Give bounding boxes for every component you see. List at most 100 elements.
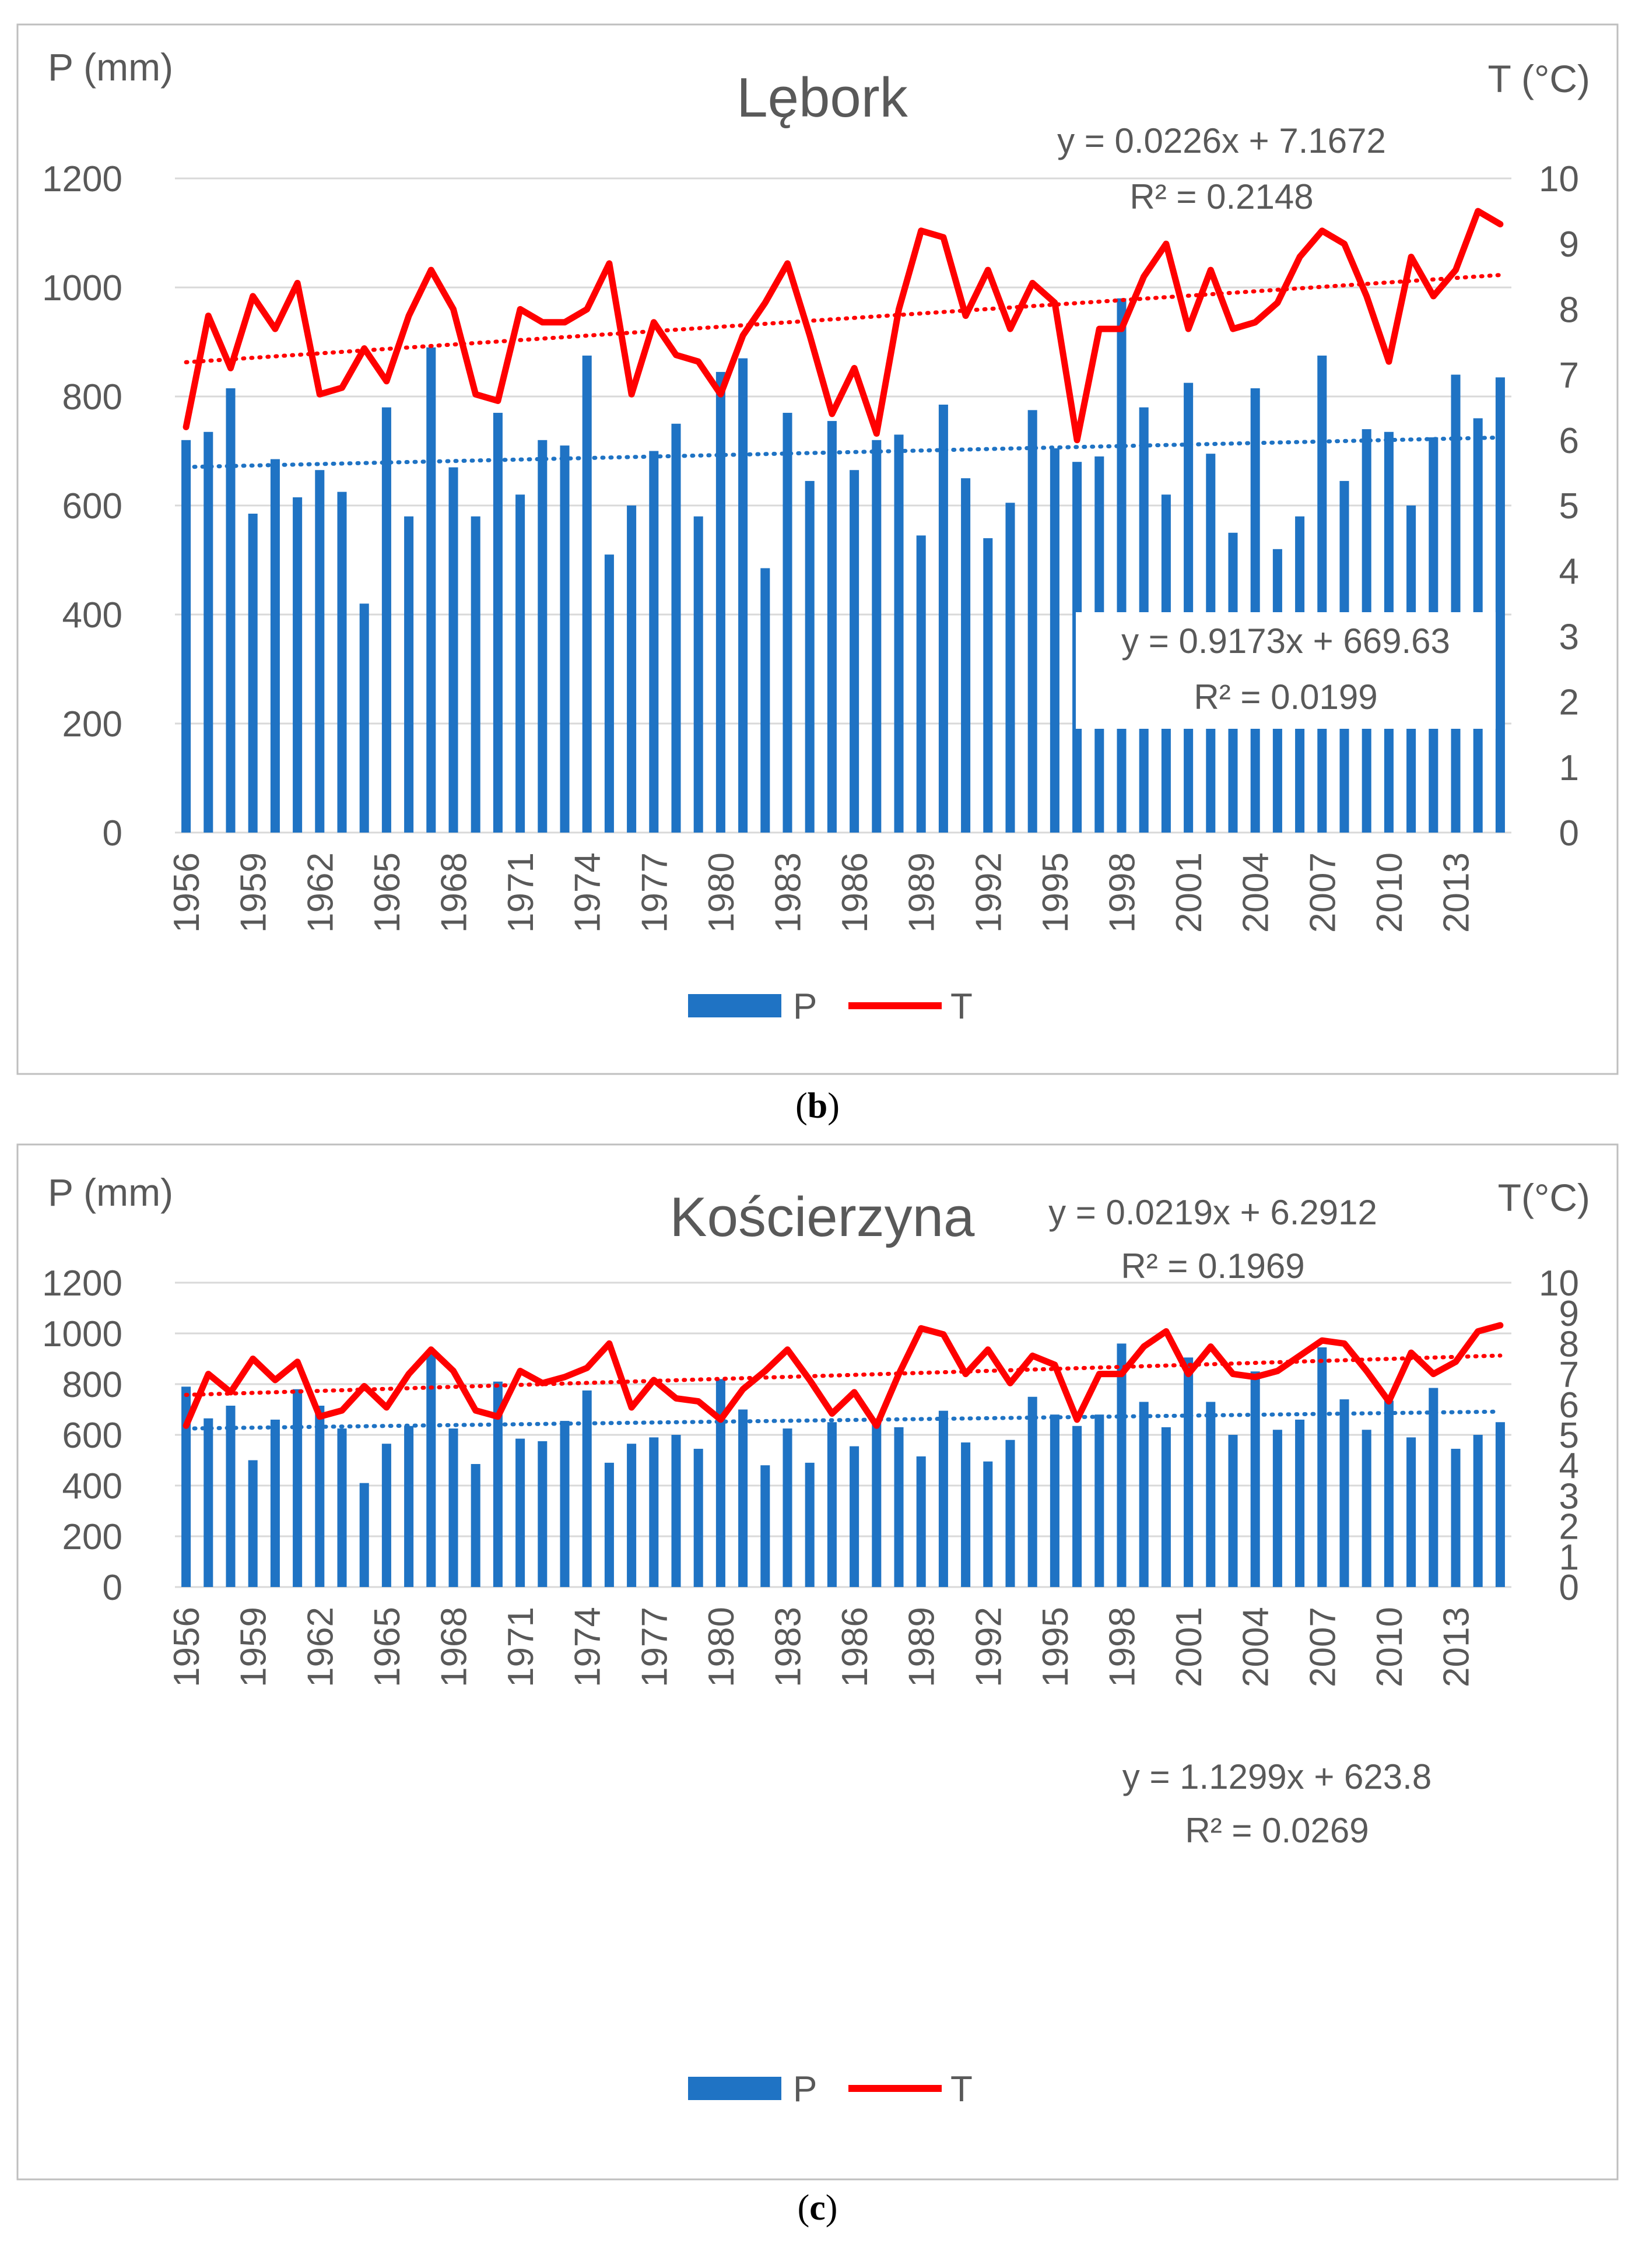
chart1-ylabel-right: T (°C) (1488, 57, 1590, 100)
chart2-xtick: 1983 (769, 1607, 809, 1687)
chart2-ytick-right: 7 (1559, 1355, 1579, 1395)
chart2-ytick-right: 1 (1559, 1537, 1579, 1578)
caption-b-open: ( (795, 1086, 808, 1126)
chart2-ylabel-left: P (mm) (48, 1171, 173, 1214)
chart1-bar-P (938, 405, 948, 833)
chart2-bar-P (560, 1421, 570, 1587)
chart2-bar-P (961, 1442, 971, 1587)
chart1-bar-P (359, 603, 369, 833)
chart2-bar-P (1094, 1414, 1104, 1587)
chart2-ytick-right: 6 (1559, 1385, 1579, 1426)
chart1-xtick: 1983 (769, 852, 809, 933)
chart1-ytick-left: 1000 (42, 268, 122, 308)
chart2-xtick: 1974 (568, 1607, 608, 1687)
chart2-xtick: 1977 (634, 1607, 675, 1687)
chart2-ytick-left: 400 (62, 1466, 122, 1507)
chart2-bar-P (493, 1381, 503, 1587)
chart1-xtick: 1986 (835, 852, 875, 933)
chart1-ytick-left: 800 (62, 377, 122, 417)
chart2-xtick: 1986 (835, 1607, 875, 1687)
caption-b-letter: b (807, 1086, 828, 1126)
chart1-bar-P (248, 514, 258, 833)
chart2-ytick-left: 1000 (42, 1314, 122, 1354)
chart1-bar-P (1451, 374, 1461, 833)
chart1-xtick: 2010 (1370, 852, 1410, 933)
chart2-bar-P (715, 1379, 725, 1587)
chart1-ytick-right: 1 (1559, 748, 1579, 788)
chart2-xtick: 1971 (501, 1607, 541, 1687)
chart2-xtick: 1989 (902, 1607, 942, 1687)
chart2-ytick-right: 0 (1559, 1568, 1579, 1608)
chart1-bar-P (738, 358, 748, 833)
chart1-ytick-right: 2 (1559, 683, 1579, 723)
chart1-title: Lębork (736, 66, 908, 129)
chart2-ytick-right: 8 (1559, 1324, 1579, 1364)
chart2-bar-P (693, 1448, 703, 1587)
chart1-legend-P-label: P (793, 986, 817, 1027)
chart1-ytick-left: 600 (62, 486, 122, 526)
chart2-bar-P (1050, 1414, 1059, 1587)
chart1-trend-P-label-box (1076, 612, 1496, 729)
chart1-bar-P (181, 440, 191, 833)
chart1-bar-P (270, 459, 280, 833)
chart2-bar-P (270, 1419, 280, 1587)
chart2-ytick-left: 600 (62, 1416, 122, 1456)
chart1-xtick: 2013 (1437, 852, 1477, 933)
chart2-ytick-right: 5 (1559, 1416, 1579, 1456)
chart2-bar-P (448, 1428, 458, 1587)
chart2-ytick-left: 0 (103, 1568, 122, 1608)
chart2-xtick: 1995 (1036, 1607, 1076, 1687)
chart2-bar-P (204, 1418, 213, 1587)
chart1-ytick-right: 3 (1559, 617, 1579, 657)
chart2-bar-P (1339, 1399, 1349, 1587)
chart2-bar-P (1272, 1430, 1282, 1587)
chart1-frame (16, 23, 1619, 1075)
chart2-ytick-right: 3 (1559, 1476, 1579, 1516)
chart1-ytick-right: 9 (1559, 224, 1579, 265)
chart1-bar-P (582, 355, 592, 833)
chart1-xtick: 1989 (902, 852, 942, 933)
chart2-xtick: 1992 (969, 1607, 1009, 1687)
chart1-bar-P (671, 423, 681, 833)
chart2-title: Kościerzyna (670, 1186, 976, 1248)
chart2-bar-P (1027, 1396, 1037, 1587)
chart1-ytick-left: 0 (103, 813, 122, 854)
chart2-xtick: 2001 (1169, 1607, 1209, 1687)
chart1-xtick: 1962 (300, 852, 341, 933)
chart2-bar-P (226, 1405, 236, 1587)
chart2-bar-P (293, 1389, 303, 1587)
chart2-bar-P (1005, 1440, 1015, 1587)
chart2-ytick-right: 2 (1559, 1507, 1579, 1547)
caption-c: (c) (0, 2188, 1635, 2229)
chart2-ytick-left: 800 (62, 1365, 122, 1405)
chart1-bar-P (1117, 298, 1127, 833)
chart2-bar-P (248, 1460, 258, 1587)
chart2-bar-P (1406, 1437, 1416, 1587)
chart1-bar-P (872, 440, 882, 833)
chart1-bar-P (337, 491, 347, 833)
chart2-bar-P (916, 1456, 926, 1587)
chart2-bar-P (938, 1410, 948, 1587)
chart2-xtick: 1962 (300, 1607, 341, 1687)
chart1-xtick: 1959 (234, 852, 274, 933)
chart2-bar-P (1184, 1357, 1194, 1587)
chart1-bar-P (1250, 388, 1260, 833)
chart2-bar-P (538, 1441, 548, 1587)
chart2-frame (16, 1143, 1619, 2181)
chart1-xtick: 1974 (568, 852, 608, 933)
chart2-bar-P (1451, 1448, 1461, 1587)
chart2-ylabel-right: T(°C) (1498, 1176, 1590, 1219)
chart2-bar-P (872, 1418, 882, 1587)
chart2-bar-P (760, 1465, 770, 1587)
chart2-xtick: 2004 (1236, 1607, 1276, 1687)
chart1-ytick-right: 6 (1559, 421, 1579, 461)
chart2-bar-P (1206, 1402, 1216, 1587)
chart1-bar-P (1027, 410, 1037, 833)
chart1-xtick: 1992 (969, 852, 1009, 933)
chart2-bar-P (1384, 1400, 1394, 1587)
chart2-bar-P (515, 1438, 525, 1587)
chart2-legend-P-swatch (688, 2077, 781, 2100)
chart1-trendline-P (184, 435, 1503, 469)
chart2-bar-P (894, 1427, 904, 1587)
chart1-legend-T-label: T (950, 986, 973, 1027)
